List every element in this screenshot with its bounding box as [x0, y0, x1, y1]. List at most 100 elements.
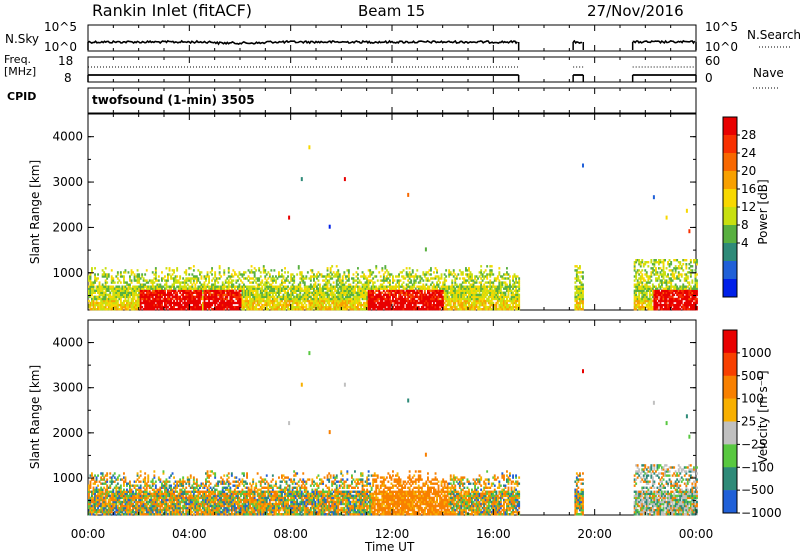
- rti-cell: [512, 301, 514, 305]
- rti-cell: [668, 265, 671, 268]
- rti-cell: [97, 303, 99, 307]
- rti-cell: [214, 291, 217, 294]
- rti-cell: [136, 287, 139, 290]
- rti-cell: [218, 301, 221, 305]
- rti-cell: [323, 299, 326, 303]
- rti-cell: [270, 269, 273, 272]
- rti-cell: [229, 291, 232, 294]
- rti-cell: [95, 279, 98, 282]
- rti-cell: [683, 291, 686, 294]
- rti-cell: [656, 277, 659, 280]
- rti-cell: [673, 277, 676, 280]
- rti-cell: [124, 281, 127, 284]
- rti-cell: [106, 486, 109, 489]
- rti-cell: [395, 305, 397, 309]
- rti-cell: [314, 283, 317, 286]
- rti-cell: [106, 308, 109, 311]
- rti-cell: [376, 297, 379, 301]
- rti-cell: [92, 281, 95, 284]
- rti-cell: [641, 273, 644, 276]
- rti-cell: [176, 285, 179, 288]
- rti-cell: [244, 291, 247, 294]
- rti-cell: [205, 297, 207, 301]
- rti-cell: [396, 297, 399, 301]
- rti-cell: [696, 281, 698, 284]
- rti-cell: [346, 279, 349, 282]
- rti-cell: [323, 301, 326, 305]
- rti-cell: [293, 287, 296, 290]
- rti-cell: [91, 301, 93, 305]
- rti-cell: [483, 308, 486, 311]
- rti-cell: [243, 301, 245, 305]
- rti-cell: [156, 291, 159, 294]
- rti-cell: [240, 297, 242, 301]
- rti-cell: [89, 504, 92, 508]
- rti-cell: [363, 303, 365, 307]
- rti-cell: [575, 297, 578, 301]
- rti-cell: [164, 299, 166, 303]
- rti-cell: [256, 287, 259, 290]
- rti-cell: [115, 285, 118, 288]
- rti-cell: [389, 279, 391, 282]
- rti-cell: [392, 305, 394, 309]
- rti-cell: [288, 287, 291, 290]
- rti-cell: [89, 484, 92, 487]
- rti-cell: [466, 291, 469, 294]
- rti-cell: [676, 289, 679, 292]
- rti-cell: [389, 303, 391, 307]
- rti-cell: [288, 303, 291, 307]
- rti-cell: [510, 297, 513, 301]
- rti-cell: [647, 287, 650, 290]
- rti-cell: [249, 271, 251, 274]
- rti-cell: [209, 305, 212, 309]
- rti-cell: [154, 297, 157, 301]
- rti-cell: [484, 275, 487, 278]
- rti-cell: [170, 303, 172, 307]
- rti-cell: [461, 308, 464, 311]
- rti-cell: [200, 305, 203, 309]
- rti-cell: [650, 297, 653, 301]
- rti-cell: [311, 301, 314, 305]
- rti-cell: [133, 301, 136, 305]
- rti-cell: [364, 291, 367, 294]
- rti-cell: [633, 279, 636, 282]
- rti-cell: [434, 277, 437, 280]
- rti-cell: [683, 295, 686, 299]
- rti-cell: [259, 271, 262, 274]
- rti-cell: [240, 299, 242, 303]
- rti-cell: [103, 297, 106, 301]
- rti-cell: [636, 279, 639, 282]
- rti-cell: [287, 297, 289, 301]
- rti-cell: [458, 308, 461, 311]
- rti-cell: [89, 480, 92, 483]
- rti-cell: [100, 301, 103, 305]
- rti-cell: [446, 291, 449, 294]
- rti-cell: [91, 494, 93, 498]
- rti-cell: [126, 291, 128, 294]
- rti-cell: [395, 283, 397, 286]
- rti-cell: [367, 285, 370, 288]
- rti-cell: [471, 275, 473, 278]
- rti-cell: [180, 293, 183, 297]
- rti-cell: [309, 291, 312, 294]
- rti-cell: [284, 301, 286, 305]
- rti-cell: [167, 291, 169, 294]
- rti-cell: [338, 279, 341, 282]
- rti-cell: [457, 273, 460, 276]
- rti-cell: [372, 271, 375, 274]
- rti-cell: [472, 308, 475, 311]
- rti-cell: [661, 285, 663, 288]
- rti-cell: [148, 295, 151, 299]
- rti-cell: [483, 299, 486, 303]
- rti-cell: [189, 297, 192, 301]
- rti-cell: [156, 303, 159, 307]
- rti-cell: [94, 308, 96, 311]
- rti-cell: [162, 293, 165, 297]
- rti-cell: [635, 275, 638, 278]
- rti-cell: [457, 291, 460, 294]
- rti-cell: [662, 287, 665, 290]
- rti-cell: [402, 291, 405, 294]
- rti-cell: [332, 291, 335, 294]
- rti-cell: [230, 287, 233, 290]
- rti-cell: [268, 273, 271, 276]
